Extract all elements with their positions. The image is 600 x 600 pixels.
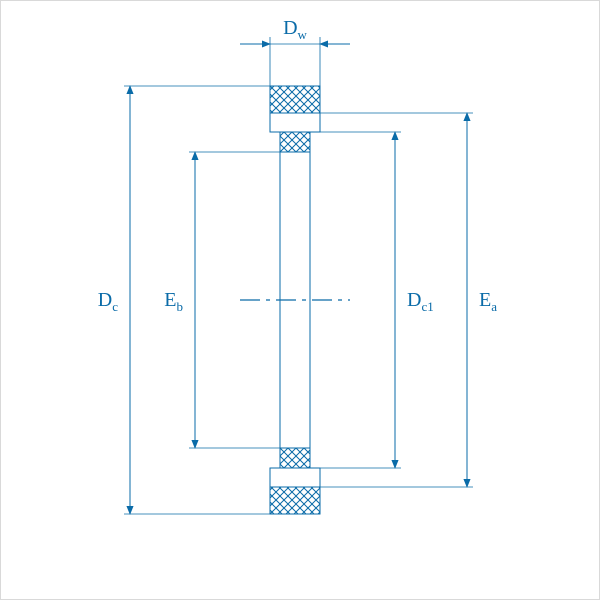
label-Dc1: Dc1 [407, 289, 434, 314]
label-Eb: Eb [164, 289, 183, 314]
label-Dw: Dw [283, 17, 307, 42]
label-Ea: Ea [479, 289, 497, 314]
bearing-diagram: Dw Dc Eb Dc1 Ea [0, 0, 600, 600]
drawing-group: Dw Dc Eb Dc1 Ea [98, 17, 497, 514]
label-Dc: Dc [98, 289, 118, 314]
